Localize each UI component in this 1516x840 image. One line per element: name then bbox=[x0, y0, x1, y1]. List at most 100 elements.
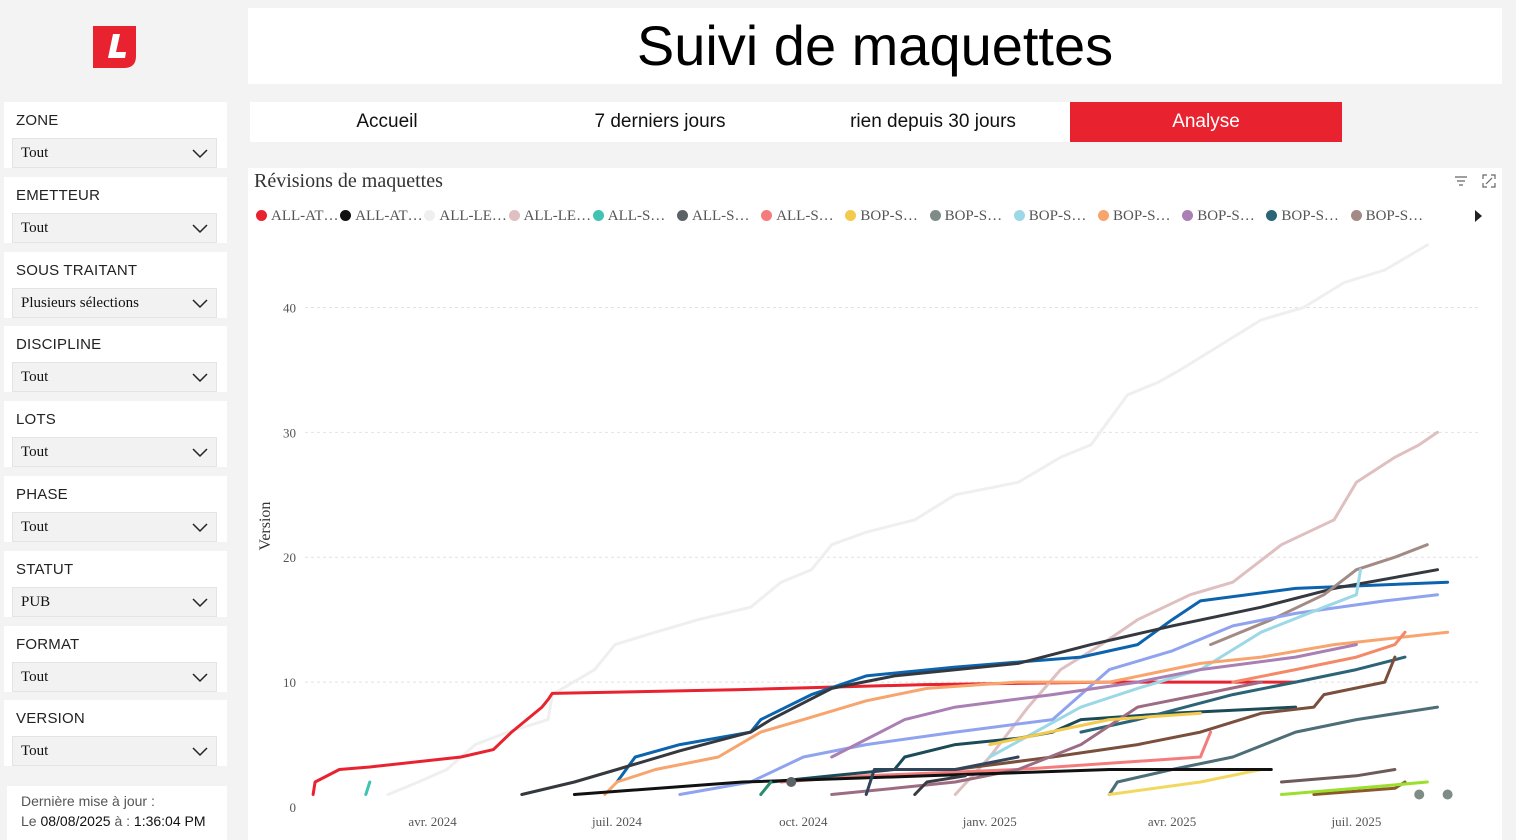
filter-discipline: DISCIPLINE Tout bbox=[4, 326, 227, 393]
series-line bbox=[953, 430, 1439, 796]
legend-swatch bbox=[1182, 210, 1194, 221]
filter-statut: STATUT PUB bbox=[4, 550, 227, 617]
filter-dropdown[interactable]: Tout bbox=[12, 437, 217, 468]
series-line bbox=[1280, 768, 1397, 784]
legend-item[interactable]: ALL-S… bbox=[677, 208, 750, 225]
series-line bbox=[615, 580, 1450, 784]
filter-label: DISCIPLINE bbox=[16, 336, 102, 354]
legend-swatch bbox=[845, 210, 857, 221]
series-line bbox=[1079, 655, 1407, 734]
series-point bbox=[786, 777, 797, 788]
series-line bbox=[988, 568, 1362, 759]
filter-dropdown[interactable]: Tout bbox=[12, 511, 217, 542]
series-line bbox=[1280, 780, 1429, 796]
legend-label: ALL-LE… bbox=[523, 208, 592, 224]
filter-dropdown[interactable]: Plusieurs sélections bbox=[12, 287, 217, 318]
legend-item[interactable]: ALL-AT… bbox=[340, 208, 423, 225]
brand-logo bbox=[93, 26, 136, 68]
filter-value: Tout bbox=[21, 219, 49, 236]
filter-label: SOUS TRAITANT bbox=[16, 261, 138, 279]
series-point bbox=[1414, 789, 1425, 800]
filter-emetteur: EMETTEUR Tout bbox=[4, 176, 227, 243]
series-line bbox=[988, 711, 1202, 747]
x-tick-label: oct. 2024 bbox=[779, 814, 828, 829]
legend-label: BOP-S… bbox=[1365, 208, 1424, 224]
legend-item[interactable]: ALL-LE… bbox=[508, 208, 592, 225]
last-update-value: Le 08/08/2025 à : 1:36:04 PM bbox=[21, 813, 206, 829]
legend-item[interactable]: ALL-S… bbox=[761, 208, 834, 225]
series-line bbox=[759, 780, 773, 796]
legend-label: ALL-S… bbox=[776, 208, 834, 224]
chevron-down-icon bbox=[192, 373, 208, 383]
series-line bbox=[864, 755, 1020, 796]
legend-label: BOP-S… bbox=[1028, 208, 1087, 224]
tab-rien-depuis-30-jours[interactable]: rien depuis 30 jours bbox=[796, 102, 1070, 142]
legend-item[interactable]: BOP-S… bbox=[845, 208, 918, 225]
legend-item[interactable]: ALL-S… bbox=[592, 208, 665, 225]
filter-dropdown[interactable]: Tout bbox=[12, 362, 217, 393]
series-line bbox=[953, 655, 1397, 771]
legend-label: BOP-S… bbox=[944, 208, 1003, 224]
filter-lots: LOTS Tout bbox=[4, 401, 227, 468]
filter-value: PUB bbox=[21, 593, 51, 610]
x-tick-label: juil. 2024 bbox=[591, 814, 642, 829]
filter-label: PHASE bbox=[16, 485, 68, 503]
filter-value: Tout bbox=[21, 668, 49, 685]
filter-zone: ZONE Tout bbox=[4, 102, 227, 168]
chevron-down-icon bbox=[192, 523, 208, 533]
legend-item[interactable]: ALL-AT… bbox=[256, 208, 339, 225]
series-line bbox=[386, 243, 1429, 796]
chevron-down-icon bbox=[192, 224, 208, 233]
legend-item[interactable]: BOP-S… bbox=[1182, 208, 1255, 225]
filter-value: Tout bbox=[21, 145, 49, 161]
legend-label: BOP-S… bbox=[1113, 208, 1171, 224]
series-line bbox=[364, 780, 372, 796]
filter-icon[interactable] bbox=[1454, 174, 1468, 188]
legend-swatch bbox=[424, 210, 436, 221]
filter-label: EMETTEUR bbox=[16, 186, 101, 204]
filter-dropdown[interactable]: Tout bbox=[12, 138, 217, 168]
focus-mode-icon[interactable] bbox=[1482, 174, 1496, 188]
legend-label: ALL-AT… bbox=[355, 208, 423, 224]
filter-sous-traitant: SOUS TRAITANT Plusieurs sélections bbox=[4, 251, 227, 318]
series-line bbox=[1107, 705, 1439, 796]
legend-item[interactable]: BOP-S… bbox=[1266, 208, 1339, 225]
tab-analyse[interactable]: Analyse bbox=[1070, 102, 1342, 142]
legend-item[interactable]: ALL-LE… bbox=[424, 208, 507, 225]
series-line bbox=[1231, 630, 1407, 684]
series-line bbox=[1209, 543, 1429, 647]
legend-next-arrow-icon[interactable] bbox=[1475, 210, 1482, 222]
legend-swatch bbox=[592, 210, 604, 221]
filter-label: LOTS bbox=[16, 411, 56, 429]
legend-label: BOP-S… bbox=[1281, 208, 1339, 224]
legend-item[interactable]: BOP-S… bbox=[1013, 208, 1087, 225]
tab-accueil[interactable]: Accueil bbox=[250, 102, 524, 142]
filter-dropdown[interactable]: Tout bbox=[12, 661, 217, 692]
legend-swatch bbox=[256, 210, 267, 221]
chevron-down-icon bbox=[192, 673, 208, 682]
filter-version: VERSION Tout bbox=[4, 700, 227, 767]
series-line bbox=[913, 774, 967, 796]
tab-7-derniers-jours[interactable]: 7 derniers jours bbox=[524, 102, 796, 142]
legend-item[interactable]: BOP-S… bbox=[1098, 208, 1171, 225]
filter-value: Plusieurs sélections bbox=[21, 294, 139, 311]
y-axis-label: Version bbox=[257, 502, 274, 551]
legend-swatch bbox=[929, 210, 941, 221]
legend-swatch bbox=[508, 210, 520, 221]
filter-phase: PHASE Tout bbox=[4, 475, 227, 542]
legend-item[interactable]: BOP-S… bbox=[929, 208, 1003, 225]
last-update-label: Dernière mise à jour : bbox=[21, 793, 155, 809]
legend-item[interactable]: BOP-S… bbox=[1350, 208, 1424, 225]
filter-dropdown[interactable]: PUB bbox=[12, 586, 217, 617]
legend-label: ALL-LE… bbox=[439, 208, 507, 224]
legend-label: ALL-S… bbox=[692, 208, 750, 224]
legend-label: ALL-AT… bbox=[271, 208, 339, 224]
y-tick-label: 10 bbox=[283, 675, 296, 690]
series-line bbox=[520, 568, 1439, 796]
filter-value: Tout bbox=[21, 369, 49, 386]
filter-dropdown[interactable]: Tout bbox=[12, 212, 217, 243]
y-tick-label: 30 bbox=[283, 425, 296, 440]
x-tick-label: avr. 2025 bbox=[1148, 814, 1196, 829]
filter-dropdown[interactable]: Tout bbox=[12, 736, 217, 767]
